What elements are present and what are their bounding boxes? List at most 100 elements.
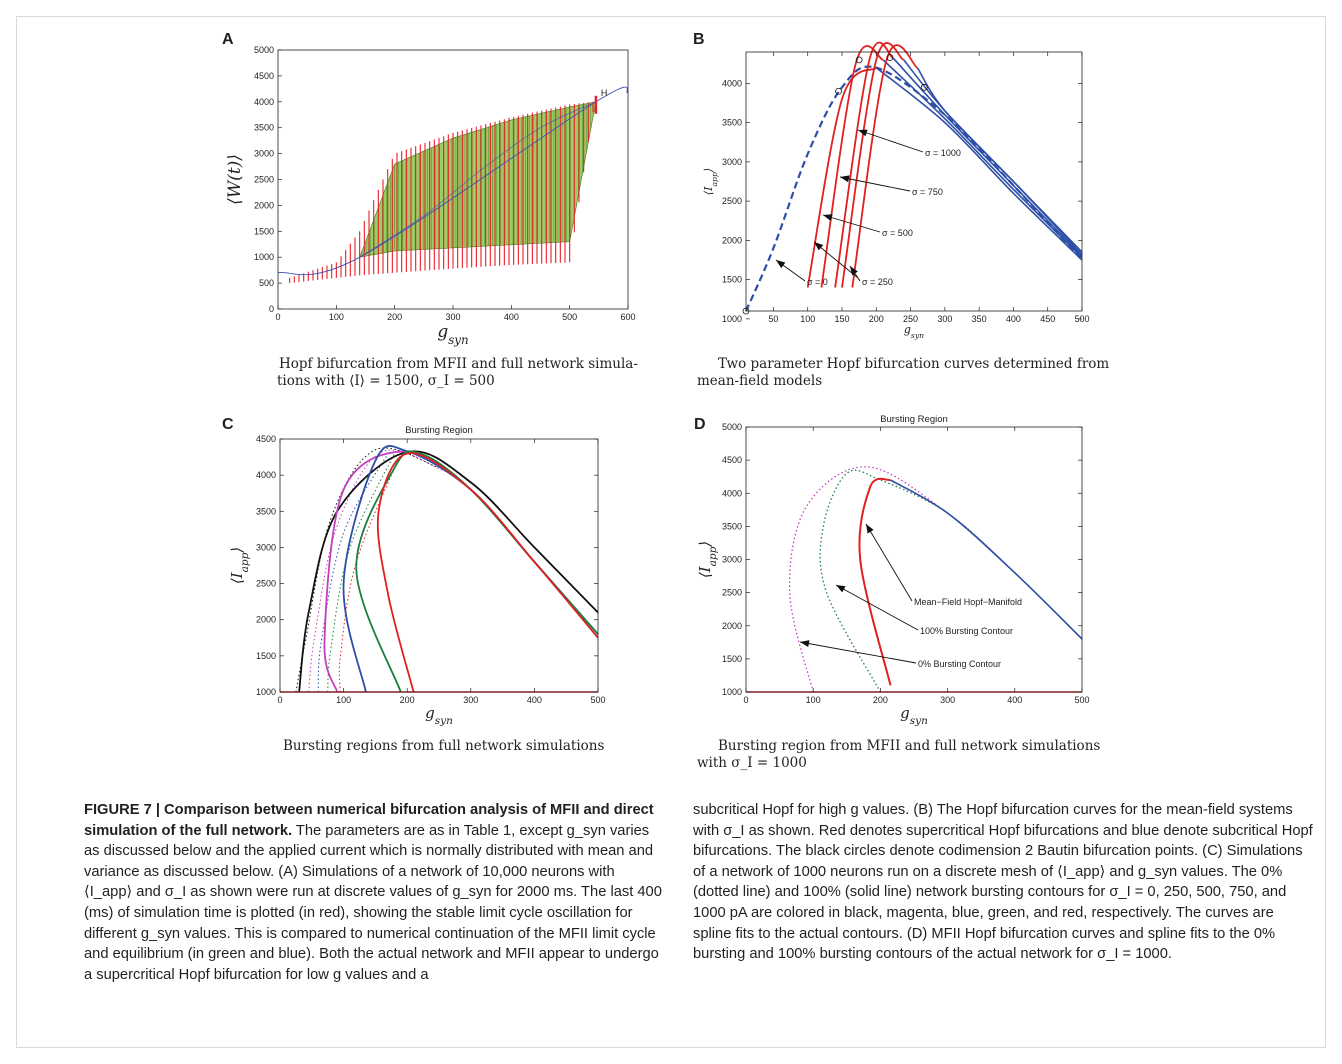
- panel-a-ytick-label: 0: [269, 304, 274, 314]
- panel-d-ytick-label: 2500: [722, 588, 742, 598]
- hopf-curve-supercritical: [841, 42, 905, 288]
- hopf-curve-supercritical: [806, 66, 877, 288]
- panel-c-title: Bursting Region: [405, 425, 473, 436]
- panel-c-axes-box: [279, 438, 599, 693]
- panel-c: C 0 100 200 300 400 500 1000 1500 2000 2500 3000 35…: [200, 410, 620, 730]
- hopf-curve-supercritical: [851, 44, 918, 288]
- panel-c-subcaption: Bursting regions from full network simul…: [283, 738, 605, 754]
- panel-b-xtick-label: 50: [768, 314, 778, 324]
- annotation-arrow-3-head: [850, 266, 858, 276]
- panel-d-axes-box: [745, 426, 1083, 693]
- zero-percent-contour: [338, 453, 402, 693]
- panel-b-ytick-label: 3000: [722, 157, 742, 167]
- panel-b-ylabel: ⟨Iapp⟩: [702, 168, 719, 195]
- panel-b-xtick-label: 100: [800, 314, 815, 324]
- panel-a-chart: H 0 100 200 300 400 500 600 0 500 1000 1500 2000 2500…: [225, 45, 636, 347]
- panel-d-title: Bursting Region: [880, 414, 948, 425]
- panel-b-ytick-label: 1000: [722, 314, 742, 324]
- panel-a-xtick-label: 0: [275, 312, 280, 322]
- annotation-arrow-extra-shaft: [813, 241, 859, 279]
- panel-b-axes-box: [745, 51, 1083, 312]
- panel-c-xtick-label: 200: [400, 695, 415, 705]
- panel-d-ytick-label: 1500: [722, 654, 742, 664]
- panel-a-subcaption: Hopf bifurcation from MFII and full netw…: [277, 356, 638, 389]
- mfii-equilibrium-line: [277, 86, 629, 276]
- annotation-arrow-1-head: [840, 175, 850, 183]
- panel-a-ytick-label: 500: [259, 278, 274, 288]
- panel-c-xtick-label: 0: [277, 695, 282, 705]
- bautin-point: [920, 83, 928, 91]
- panel-b-xtick-label: 150: [834, 314, 849, 324]
- annotation-arrow-2-head: [800, 640, 810, 648]
- panel-a-xtick-label: 500: [562, 312, 577, 322]
- annotation-arrow-4-head: [776, 260, 786, 269]
- panel-a-label: A: [222, 31, 234, 48]
- panel-b-subcaption: Two parameter Hopf bifurcation curves de…: [697, 356, 1110, 389]
- panel-b-xlabel: gsyn: [904, 323, 924, 340]
- panel-d-ytick-label: 3000: [722, 555, 742, 565]
- annotation-arrow-0-head: [858, 129, 868, 137]
- hopf-label: H: [601, 88, 608, 98]
- panel-a-xtick-label: 200: [387, 312, 402, 322]
- panel-a: A H 0 100 200 300 400 500 600 0 500 1000 1500 2000 25…: [200, 28, 640, 368]
- panel-d-xtick-label: 100: [806, 695, 821, 705]
- panel-c-ytick-label: 3000: [256, 542, 276, 552]
- annotation-arrow-1-shaft: [839, 176, 911, 192]
- panel-a-xtick-label: 400: [504, 312, 519, 322]
- panel-a-xtick-label: 300: [445, 312, 460, 322]
- panel-d-ytick-label: 4000: [722, 488, 742, 498]
- panel-a-ytick-label: 2000: [254, 200, 274, 210]
- panel-d-ylabel: ⟨Iapp⟩: [696, 541, 719, 578]
- panel-d-ytick-label: 3500: [722, 521, 742, 531]
- panel-d: D 0 100 200 300 400 500 1000 1500 2000 2500 3000 35…: [690, 410, 1110, 730]
- panel-a-xtick-label: 600: [620, 312, 635, 322]
- annotation-arrow-1-head: [836, 585, 846, 593]
- panel-b-xtick-label: 350: [972, 314, 987, 324]
- sigma-annotation: σ = 1000: [925, 148, 961, 158]
- panel-c-chart: 0 100 200 300 400 500 1000 1500 2000 2500 3000 3500…: [228, 425, 606, 727]
- panel-a-ytick-label: 4500: [254, 71, 274, 81]
- panel-d-xtick-label: 300: [940, 695, 955, 705]
- panel-c-xtick-label: 300: [463, 695, 478, 705]
- panel-b-ytick-label: 2500: [722, 196, 742, 206]
- panel-d-chart: 0 100 200 300 400 500 1000 1500 2000 2500 3000 3500…: [696, 414, 1090, 727]
- panel-a-xlabel: gsyn: [437, 322, 468, 347]
- hopf-curve-supercritical: [820, 45, 884, 288]
- caption-right-text: subcritical Hopf for high g values. (B) …: [693, 802, 1313, 963]
- panel-d-xtick-label: 200: [873, 695, 888, 705]
- panel-c-xtick-label: 500: [590, 695, 605, 705]
- panel-c-xlabel: gsyn: [425, 704, 453, 727]
- zero-percent-contour: [295, 447, 440, 693]
- panel-a-ytick-label: 2500: [254, 175, 274, 185]
- panel-b-ytick-label: 1500: [722, 275, 742, 285]
- caption-right-column: subcritical Hopf for high g values. (B) …: [693, 800, 1313, 965]
- hopf-curve-subcritical: [882, 59, 1083, 259]
- figure-label: FIGURE 7 | Comparison between numerical …: [84, 802, 654, 839]
- panel-a-ytick-label: 5000: [254, 45, 274, 55]
- panel-d-ytick-label: 1000: [722, 687, 742, 697]
- panel-b-xtick-label: 450: [1040, 314, 1055, 324]
- panel-c-ytick-label: 4500: [256, 434, 276, 444]
- panel-a-ylabel: ⟨W(t)⟩: [225, 154, 245, 205]
- hopf-curve-subcritical: [892, 57, 1083, 257]
- panel-b-ytick-label: 3500: [722, 118, 742, 128]
- caption-left-column: FIGURE 7 | Comparison between numerical …: [84, 800, 662, 985]
- panel-c-xtick-label: 400: [527, 695, 542, 705]
- panel-c-ytick-label: 1500: [256, 651, 276, 661]
- contour-annotation: Mean−Field Hopf−Manifold: [914, 597, 1022, 607]
- panel-d-subcaption: Bursting region from MFII and full netwo…: [697, 738, 1101, 771]
- bautin-point: [835, 87, 842, 95]
- zero-percent-contour: [308, 449, 446, 693]
- mean-field-hopf-subcritical: [890, 479, 1083, 640]
- mfii-unstable-branch: [359, 101, 597, 258]
- sigma-annotation: σ = 750: [912, 187, 943, 197]
- sigma-annotation: σ = 0: [807, 277, 828, 287]
- hopf-curve-subcritical: [875, 67, 1083, 261]
- panel-c-ytick-label: 2000: [256, 615, 276, 625]
- panel-b-label: B: [693, 31, 705, 48]
- panel-b-xtick-label: 200: [869, 314, 884, 324]
- panel-d-ytick-label: 4500: [722, 455, 742, 465]
- panel-c-xtick-label: 100: [336, 695, 351, 705]
- panel-a-ytick-label: 1000: [254, 252, 274, 262]
- sigma-annotation: σ = 250: [862, 277, 893, 287]
